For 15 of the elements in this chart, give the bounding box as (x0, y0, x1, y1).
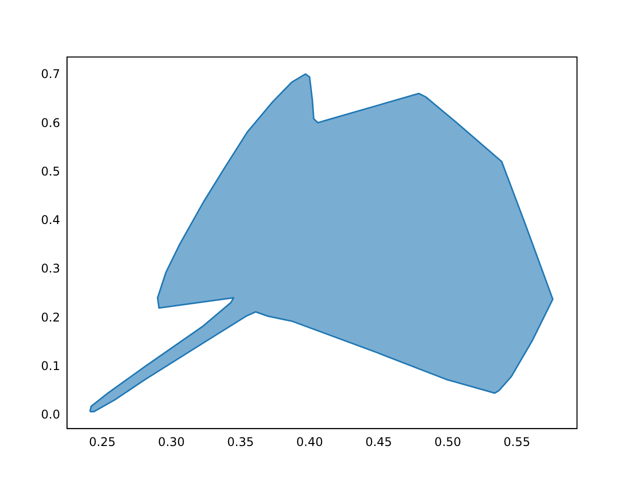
y-tick-label: 0.1 (40, 358, 60, 373)
x-tick-label: 0.55 (504, 434, 530, 449)
y-tick-label: 0.4 (40, 213, 60, 228)
y-tick-label: 0.7 (40, 67, 60, 82)
y-tick-label: 0.2 (40, 310, 60, 324)
x-tick-label: 0.25 (88, 434, 116, 449)
y-tick-label: 0.3 (40, 262, 60, 276)
x-tick-label: 0.40 (296, 434, 323, 449)
y-tick-label: 0.6 (40, 116, 60, 130)
y-tick-label: 0.5 (40, 164, 60, 178)
x-tick-label: 0.30 (158, 434, 185, 449)
x-tick-label: 0.50 (434, 434, 462, 449)
x-tick-label: 0.35 (227, 434, 254, 449)
x-tick-label: 0.45 (365, 434, 392, 449)
y-tick-label: 0.0 (40, 408, 60, 422)
